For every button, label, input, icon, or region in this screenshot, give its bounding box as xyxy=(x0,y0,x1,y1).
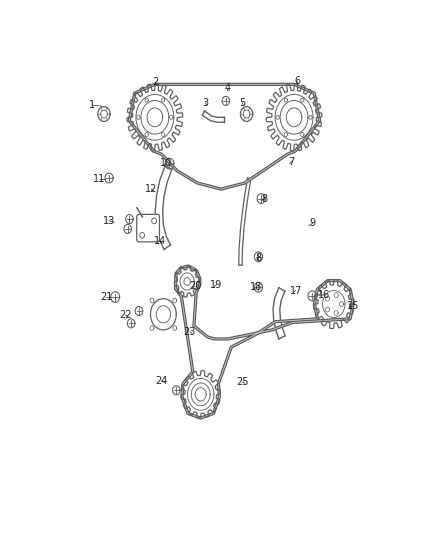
Text: 18: 18 xyxy=(250,282,262,292)
Text: 23: 23 xyxy=(184,327,196,336)
Text: 24: 24 xyxy=(155,376,168,386)
Text: 4: 4 xyxy=(224,83,230,93)
Text: 9: 9 xyxy=(310,218,316,228)
Text: 11: 11 xyxy=(93,174,106,184)
Text: 20: 20 xyxy=(189,281,201,292)
Text: 14: 14 xyxy=(154,236,166,246)
Text: 2: 2 xyxy=(152,77,158,87)
Text: 13: 13 xyxy=(103,216,115,226)
Text: 19: 19 xyxy=(210,280,223,290)
Text: 1: 1 xyxy=(89,100,95,110)
Text: 22: 22 xyxy=(119,310,131,320)
Text: 21: 21 xyxy=(100,292,113,302)
Text: 8: 8 xyxy=(255,253,261,263)
Text: 5: 5 xyxy=(239,98,246,108)
Text: 12: 12 xyxy=(145,184,158,194)
FancyBboxPatch shape xyxy=(137,214,159,242)
Text: 10: 10 xyxy=(160,158,172,168)
Text: 17: 17 xyxy=(290,286,302,295)
Text: 3: 3 xyxy=(202,98,208,108)
Text: 25: 25 xyxy=(236,377,249,387)
Text: 15: 15 xyxy=(346,301,359,311)
Text: 6: 6 xyxy=(294,76,300,86)
Text: 7: 7 xyxy=(289,157,295,167)
Text: 8: 8 xyxy=(261,193,268,204)
Text: 16: 16 xyxy=(318,289,330,300)
